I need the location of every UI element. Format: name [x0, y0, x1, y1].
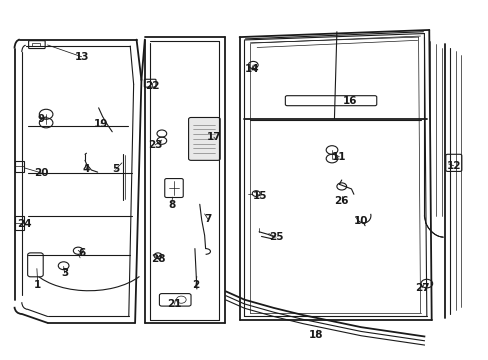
- Text: 24: 24: [18, 219, 32, 229]
- Text: 6: 6: [78, 248, 85, 258]
- FancyBboxPatch shape: [28, 253, 43, 277]
- FancyBboxPatch shape: [159, 294, 191, 306]
- Text: 2: 2: [192, 280, 199, 291]
- FancyBboxPatch shape: [188, 117, 220, 160]
- Text: 19: 19: [94, 118, 108, 129]
- Text: 27: 27: [414, 283, 428, 293]
- FancyBboxPatch shape: [164, 179, 183, 198]
- Text: 11: 11: [331, 152, 346, 162]
- Bar: [15, 161, 24, 172]
- Text: 22: 22: [144, 81, 159, 91]
- FancyBboxPatch shape: [144, 79, 156, 87]
- FancyBboxPatch shape: [285, 96, 376, 106]
- Text: 13: 13: [74, 52, 89, 62]
- Text: 10: 10: [353, 216, 367, 226]
- Text: 8: 8: [167, 200, 175, 210]
- Bar: [15, 216, 24, 230]
- Text: 16: 16: [343, 96, 357, 107]
- Text: 21: 21: [167, 299, 182, 309]
- Text: 26: 26: [334, 197, 348, 206]
- Text: 1: 1: [34, 280, 41, 291]
- Text: 3: 3: [61, 268, 68, 278]
- Text: 14: 14: [244, 64, 259, 74]
- Text: 28: 28: [150, 254, 165, 264]
- FancyBboxPatch shape: [445, 154, 461, 171]
- Text: 5: 5: [112, 164, 119, 174]
- Text: 17: 17: [206, 132, 221, 142]
- Text: 23: 23: [147, 140, 162, 150]
- Text: 7: 7: [204, 214, 211, 224]
- Text: 18: 18: [308, 330, 323, 341]
- Text: 4: 4: [82, 164, 90, 174]
- FancyBboxPatch shape: [29, 41, 45, 49]
- Text: 9: 9: [38, 114, 45, 124]
- Text: 15: 15: [253, 191, 267, 201]
- Text: 12: 12: [446, 161, 460, 171]
- Text: 25: 25: [268, 232, 283, 242]
- Text: 20: 20: [34, 168, 48, 178]
